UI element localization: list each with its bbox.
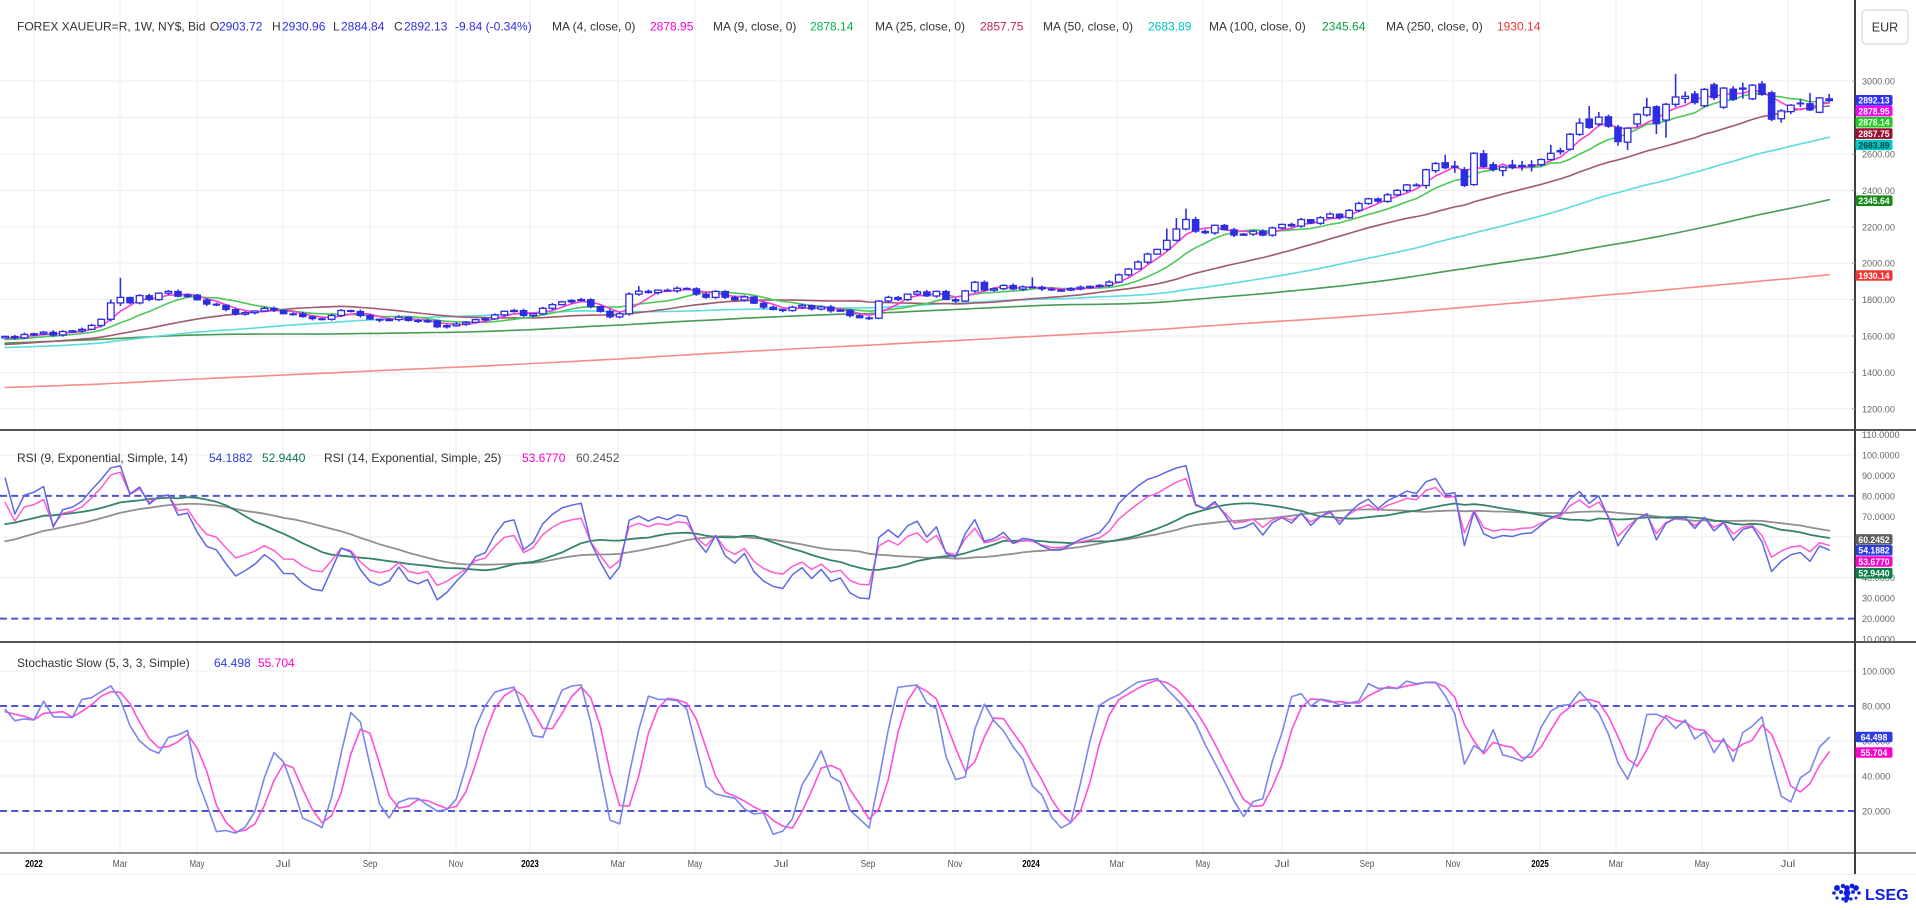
- svg-text:2400.00: 2400.00: [1862, 186, 1895, 197]
- svg-text:30.0000: 30.0000: [1862, 594, 1895, 605]
- svg-text:1600.00: 1600.00: [1862, 332, 1895, 343]
- svg-text:90.0000: 90.0000: [1862, 471, 1895, 482]
- svg-text:53.6770: 53.6770: [522, 451, 566, 465]
- svg-text:1400.00: 1400.00: [1862, 368, 1895, 379]
- svg-text:2022: 2022: [25, 859, 43, 870]
- svg-text:2200.00: 2200.00: [1862, 222, 1895, 233]
- svg-text:Mar: Mar: [1609, 859, 1624, 870]
- svg-text:Jul: Jul: [774, 859, 789, 870]
- svg-text:H: H: [272, 20, 281, 34]
- svg-text:O: O: [210, 20, 219, 34]
- svg-text:60.2452: 60.2452: [1858, 535, 1889, 546]
- svg-text:80.0000: 80.0000: [1862, 491, 1895, 502]
- svg-text:Nov: Nov: [1446, 859, 1461, 870]
- svg-text:100.0000: 100.0000: [1862, 451, 1900, 462]
- svg-text:2892.13: 2892.13: [1858, 96, 1889, 107]
- svg-text:FOREX XAUEUR=R, 1W, NY$, Bid: FOREX XAUEUR=R, 1W, NY$, Bid: [17, 20, 205, 34]
- svg-text:3000.00: 3000.00: [1862, 77, 1895, 88]
- svg-text:2023: 2023: [521, 859, 539, 870]
- svg-text:2903.72: 2903.72: [219, 20, 263, 34]
- svg-text:2857.75: 2857.75: [1858, 129, 1890, 140]
- svg-text:C: C: [394, 20, 403, 34]
- svg-text:2884.84: 2884.84: [341, 20, 385, 34]
- svg-text:64.498: 64.498: [214, 656, 251, 670]
- svg-text:L: L: [333, 20, 340, 34]
- svg-text:LSEG: LSEG: [1865, 887, 1909, 904]
- svg-text:Sep: Sep: [1360, 859, 1375, 870]
- svg-text:Sep: Sep: [861, 859, 876, 870]
- svg-text:54.1882: 54.1882: [1858, 546, 1889, 557]
- svg-text:Jul: Jul: [1275, 859, 1290, 870]
- svg-text:1930.14: 1930.14: [1858, 271, 1890, 282]
- svg-text:May: May: [1695, 859, 1710, 870]
- svg-text:64.498: 64.498: [1861, 732, 1888, 743]
- svg-text:54.1882: 54.1882: [209, 451, 253, 465]
- svg-text:2857.75: 2857.75: [980, 20, 1024, 34]
- svg-text:Jul: Jul: [276, 859, 291, 870]
- svg-text:EUR: EUR: [1872, 21, 1898, 35]
- svg-text:2345.64: 2345.64: [1858, 196, 1890, 207]
- svg-text:1200.00: 1200.00: [1862, 404, 1895, 415]
- svg-text:MA (250, close, 0): MA (250, close, 0): [1386, 20, 1483, 34]
- svg-text:1800.00: 1800.00: [1862, 295, 1895, 306]
- svg-text:2683.89: 2683.89: [1858, 140, 1889, 151]
- svg-text:MA (4, close, 0): MA (4, close, 0): [552, 20, 635, 34]
- svg-text:RSI (9, Exponential, Simple, 1: RSI (9, Exponential, Simple, 14): [17, 451, 188, 465]
- svg-text:70.0000: 70.0000: [1862, 512, 1895, 523]
- svg-text:2025: 2025: [1531, 859, 1549, 870]
- svg-text:60.2452: 60.2452: [576, 451, 620, 465]
- svg-text:40.0000: 40.0000: [1862, 573, 1895, 584]
- svg-text:110.0000: 110.0000: [1862, 430, 1900, 441]
- svg-text:100.000: 100.000: [1862, 667, 1895, 678]
- svg-text:2878.14: 2878.14: [810, 20, 854, 34]
- svg-text:40.000: 40.000: [1862, 772, 1890, 783]
- svg-text:2024: 2024: [1022, 859, 1040, 870]
- svg-text:Sep: Sep: [363, 859, 378, 870]
- svg-text:20.0000: 20.0000: [1862, 614, 1895, 625]
- svg-text:55.704: 55.704: [1861, 748, 1888, 759]
- svg-text:Stochastic Slow (5, 3, 3, Simp: Stochastic Slow (5, 3, 3, Simple): [17, 656, 190, 670]
- svg-text:20.000: 20.000: [1862, 807, 1890, 818]
- svg-text:52.9440: 52.9440: [262, 451, 306, 465]
- svg-text:May: May: [688, 859, 703, 870]
- svg-text:2600.00: 2600.00: [1862, 150, 1895, 161]
- svg-text:Mar: Mar: [611, 859, 626, 870]
- svg-text:53.6770: 53.6770: [1858, 557, 1889, 568]
- svg-text:2892.13: 2892.13: [404, 20, 448, 34]
- svg-text:10.0000: 10.0000: [1862, 635, 1895, 646]
- svg-text:Mar: Mar: [113, 859, 128, 870]
- svg-text:MA (25, close, 0): MA (25, close, 0): [875, 20, 965, 34]
- svg-text:2930.96: 2930.96: [282, 20, 326, 34]
- svg-text:May: May: [1196, 859, 1211, 870]
- svg-text:Jul: Jul: [1781, 859, 1796, 870]
- svg-text:52.9440: 52.9440: [1858, 569, 1889, 580]
- svg-text:2345.64: 2345.64: [1322, 20, 1366, 34]
- svg-text:-9.84 (-0.34%): -9.84 (-0.34%): [455, 20, 532, 34]
- svg-text:2683.89: 2683.89: [1148, 20, 1192, 34]
- svg-text:RSI (14, Exponential, Simple,: RSI (14, Exponential, Simple, 25): [324, 451, 501, 465]
- svg-text:Nov: Nov: [449, 859, 464, 870]
- svg-text:2878.14: 2878.14: [1858, 118, 1890, 129]
- svg-text:2000.00: 2000.00: [1862, 259, 1895, 270]
- svg-text:2878.95: 2878.95: [650, 20, 694, 34]
- svg-text:1930.14: 1930.14: [1497, 20, 1541, 34]
- svg-text:55.704: 55.704: [258, 656, 295, 670]
- svg-text:2878.95: 2878.95: [1858, 107, 1890, 118]
- svg-text:MA (100, close, 0): MA (100, close, 0): [1209, 20, 1306, 34]
- svg-text:May: May: [190, 859, 205, 870]
- svg-text:MA (9, close, 0): MA (9, close, 0): [713, 20, 796, 34]
- svg-text:Nov: Nov: [948, 859, 963, 870]
- svg-text:MA (50, close, 0): MA (50, close, 0): [1043, 20, 1133, 34]
- svg-text:Mar: Mar: [1110, 859, 1125, 870]
- svg-text:80.000: 80.000: [1862, 702, 1890, 713]
